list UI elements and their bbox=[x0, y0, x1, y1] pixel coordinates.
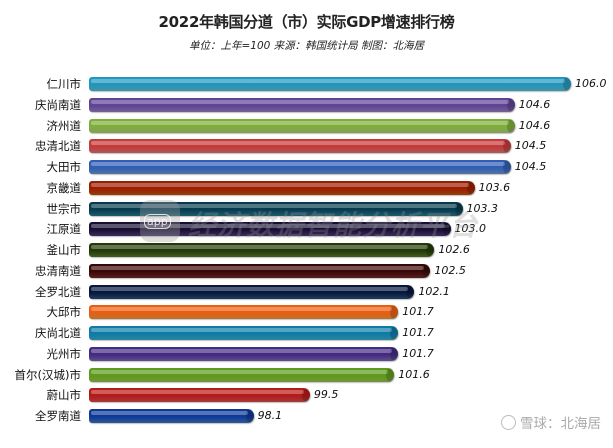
bar-row: 江原道 103.0 bbox=[0, 221, 613, 237]
footer-text: 雪球：北海居 bbox=[520, 416, 601, 432]
bar bbox=[89, 326, 399, 340]
bar bbox=[89, 346, 399, 361]
value-label: 104.6 bbox=[518, 97, 551, 111]
bar-row: 光州市 101.7 bbox=[0, 346, 613, 362]
bar bbox=[89, 222, 451, 237]
bar-row: 首尔(汉城)市 101.6 bbox=[0, 367, 613, 383]
category-label: 江原道 bbox=[46, 222, 82, 237]
category-label: 济州道 bbox=[46, 118, 82, 133]
bar-row: 全罗北道 102.1 bbox=[0, 284, 613, 300]
bar bbox=[89, 284, 415, 299]
category-label: 蔚山市 bbox=[46, 388, 82, 403]
category-label: 大邱市 bbox=[46, 305, 82, 320]
chart-subtitle: 单位：上年=100 来源：韩国统计局 制图：北海居 bbox=[188, 40, 424, 52]
bar-row: 世宗市 103.3 bbox=[0, 201, 613, 217]
value-label: 102.6 bbox=[438, 243, 470, 256]
bar-row: 仁川市 106.0 bbox=[0, 76, 613, 92]
bar-row: 大邱市 101.7 bbox=[0, 304, 613, 320]
bar bbox=[89, 388, 310, 403]
value-label: 99.5 bbox=[313, 388, 339, 402]
bar-row: 京畿道 103.6 bbox=[0, 180, 613, 196]
footer-credit: 雪球：北海居 bbox=[501, 412, 601, 432]
bar-row: 釜山市 102.6 bbox=[0, 242, 613, 258]
category-label: 京畿道 bbox=[46, 180, 82, 195]
bar bbox=[89, 97, 515, 112]
bar bbox=[89, 263, 431, 278]
bar-row: 济州道 104.6 bbox=[0, 118, 613, 134]
bar bbox=[89, 139, 511, 154]
bar bbox=[89, 160, 511, 174]
value-label: 106.0 bbox=[575, 77, 607, 90]
bar bbox=[89, 201, 463, 216]
bar-row: 全罗南道 98.1 bbox=[0, 408, 613, 424]
category-label: 釜山市 bbox=[46, 243, 82, 257]
bar bbox=[89, 305, 399, 320]
category-label: 庆尚南道 bbox=[35, 97, 81, 112]
value-label: 101.7 bbox=[402, 326, 434, 339]
value-label: 104.5 bbox=[514, 160, 547, 173]
bar bbox=[89, 180, 475, 195]
value-label: 103.3 bbox=[466, 201, 499, 215]
bar-row: 忠清南道 102.5 bbox=[0, 263, 613, 279]
category-label: 首尔(汉城)市 bbox=[14, 367, 81, 382]
category-label: 大田市 bbox=[46, 160, 82, 174]
bar-row: 蔚山市 99.5 bbox=[0, 387, 613, 403]
bar-row: 忠清北道 104.5 bbox=[0, 138, 613, 154]
value-label: 104.6 bbox=[518, 118, 551, 132]
value-label: 98.1 bbox=[257, 409, 283, 422]
value-label: 103.6 bbox=[478, 180, 511, 194]
category-label: 忠清南道 bbox=[35, 263, 81, 278]
xueqiu-logo-icon bbox=[501, 415, 516, 430]
bar bbox=[89, 409, 254, 423]
value-label: 104.5 bbox=[514, 139, 547, 153]
bar-row: 大田市 104.5 bbox=[0, 159, 613, 175]
category-label: 全罗南道 bbox=[35, 409, 81, 423]
category-label: 忠清北道 bbox=[35, 139, 81, 154]
chart-title: 2022年韩国分道（市）实际GDP增速排行榜 bbox=[158, 13, 455, 31]
category-label: 全罗北道 bbox=[35, 284, 81, 299]
bar-row: 庆尚北道 101.7 bbox=[0, 325, 613, 341]
category-label: 世宗市 bbox=[46, 201, 82, 216]
category-label: 仁川市 bbox=[46, 77, 82, 91]
bar bbox=[89, 118, 515, 133]
value-label: 101.7 bbox=[402, 346, 434, 360]
bar-row: 庆尚南道 104.6 bbox=[0, 97, 613, 113]
bar bbox=[89, 367, 395, 382]
category-label: 庆尚北道 bbox=[35, 326, 81, 340]
value-label: 102.5 bbox=[434, 263, 466, 277]
value-label: 102.1 bbox=[418, 284, 450, 298]
value-label: 101.7 bbox=[402, 305, 434, 319]
value-label: 101.6 bbox=[398, 367, 430, 381]
bar bbox=[89, 77, 571, 91]
value-label: 103.0 bbox=[454, 222, 487, 236]
category-label: 光州市 bbox=[46, 346, 82, 361]
bar bbox=[89, 243, 435, 257]
